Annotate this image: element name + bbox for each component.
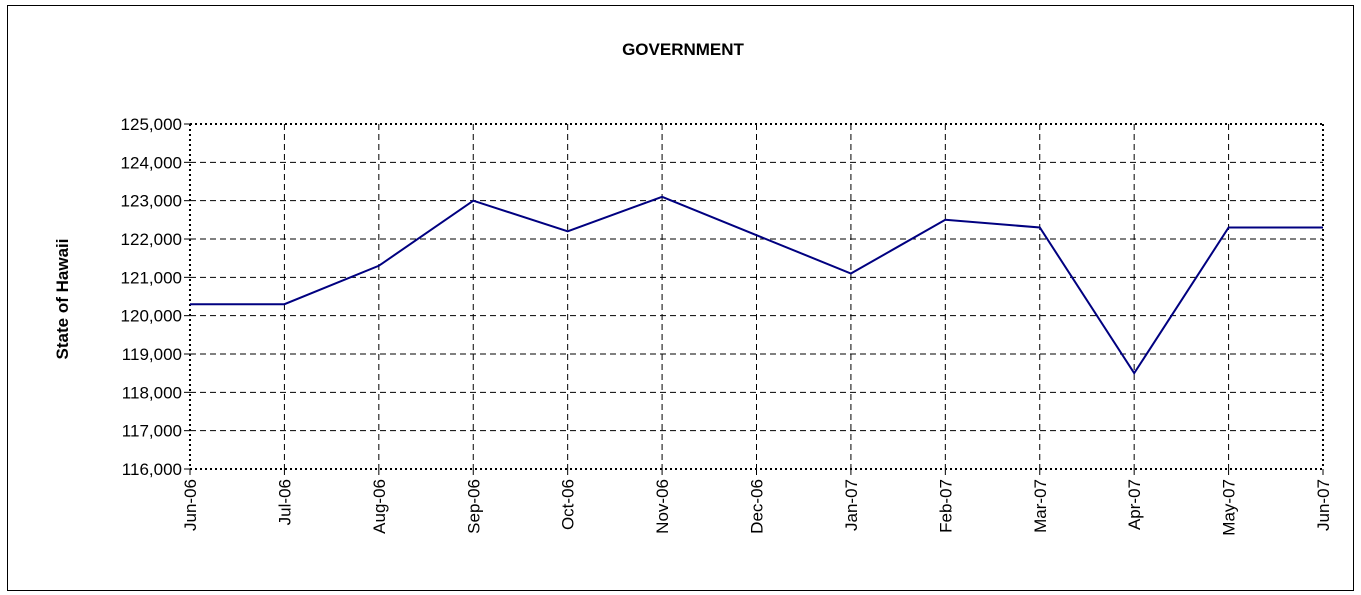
y-tick-label: 117,000: [122, 422, 182, 441]
x-tick-label: Feb-07: [936, 479, 955, 533]
x-tick-label: Oct-06: [559, 479, 578, 530]
y-tick-label: 119,000: [122, 345, 182, 364]
chart-title: GOVERNMENT: [622, 40, 744, 59]
x-tick-label: Jan-07: [842, 479, 861, 531]
y-tick-label: 122,000: [121, 230, 182, 249]
y-tick-label: 120,000: [121, 307, 182, 326]
x-tick-label: Dec-06: [748, 479, 767, 534]
x-tick-label: Apr-07: [1125, 479, 1144, 530]
x-tick-label: Jun-07: [1314, 479, 1333, 531]
grid-lines: [189, 123, 1324, 470]
x-tick-label: Nov-06: [653, 479, 672, 534]
y-tick-label: 121,000: [121, 268, 182, 287]
x-tick-label: Jun-06: [181, 479, 200, 531]
axes: [184, 123, 1324, 475]
y-tick-label: 116,000: [122, 460, 182, 479]
x-tick-label: Mar-07: [1031, 479, 1050, 533]
x-tick-labels: Jun-06 Jul-06 Aug-06 Sep-06 Oct-06 Nov-06 Dec-…: [181, 479, 1333, 536]
chart-frame: GOVERNMENT State of Hawaii 116,000 117,00…: [7, 5, 1354, 591]
line-chart: GOVERNMENT State of Hawaii 116,000 117,00…: [53, 40, 1333, 536]
x-tick-label: Aug-06: [370, 479, 389, 534]
y-tick-labels: 116,000 117,000 118,000 119,000 120,000 121,0…: [121, 115, 182, 479]
x-tick-label: Sep-06: [464, 479, 483, 534]
y-axis-label: State of Hawaii: [53, 239, 72, 360]
y-tick-label: 123,000: [121, 192, 182, 211]
x-tick-label: Jul-06: [275, 479, 294, 525]
y-tick-label: 118,000: [122, 383, 182, 402]
series-layer: [189, 195, 1324, 376]
x-tick-label: May-07: [1220, 479, 1239, 536]
y-tick-label: 124,000: [121, 153, 182, 172]
y-tick-label: 125,000: [121, 115, 182, 134]
